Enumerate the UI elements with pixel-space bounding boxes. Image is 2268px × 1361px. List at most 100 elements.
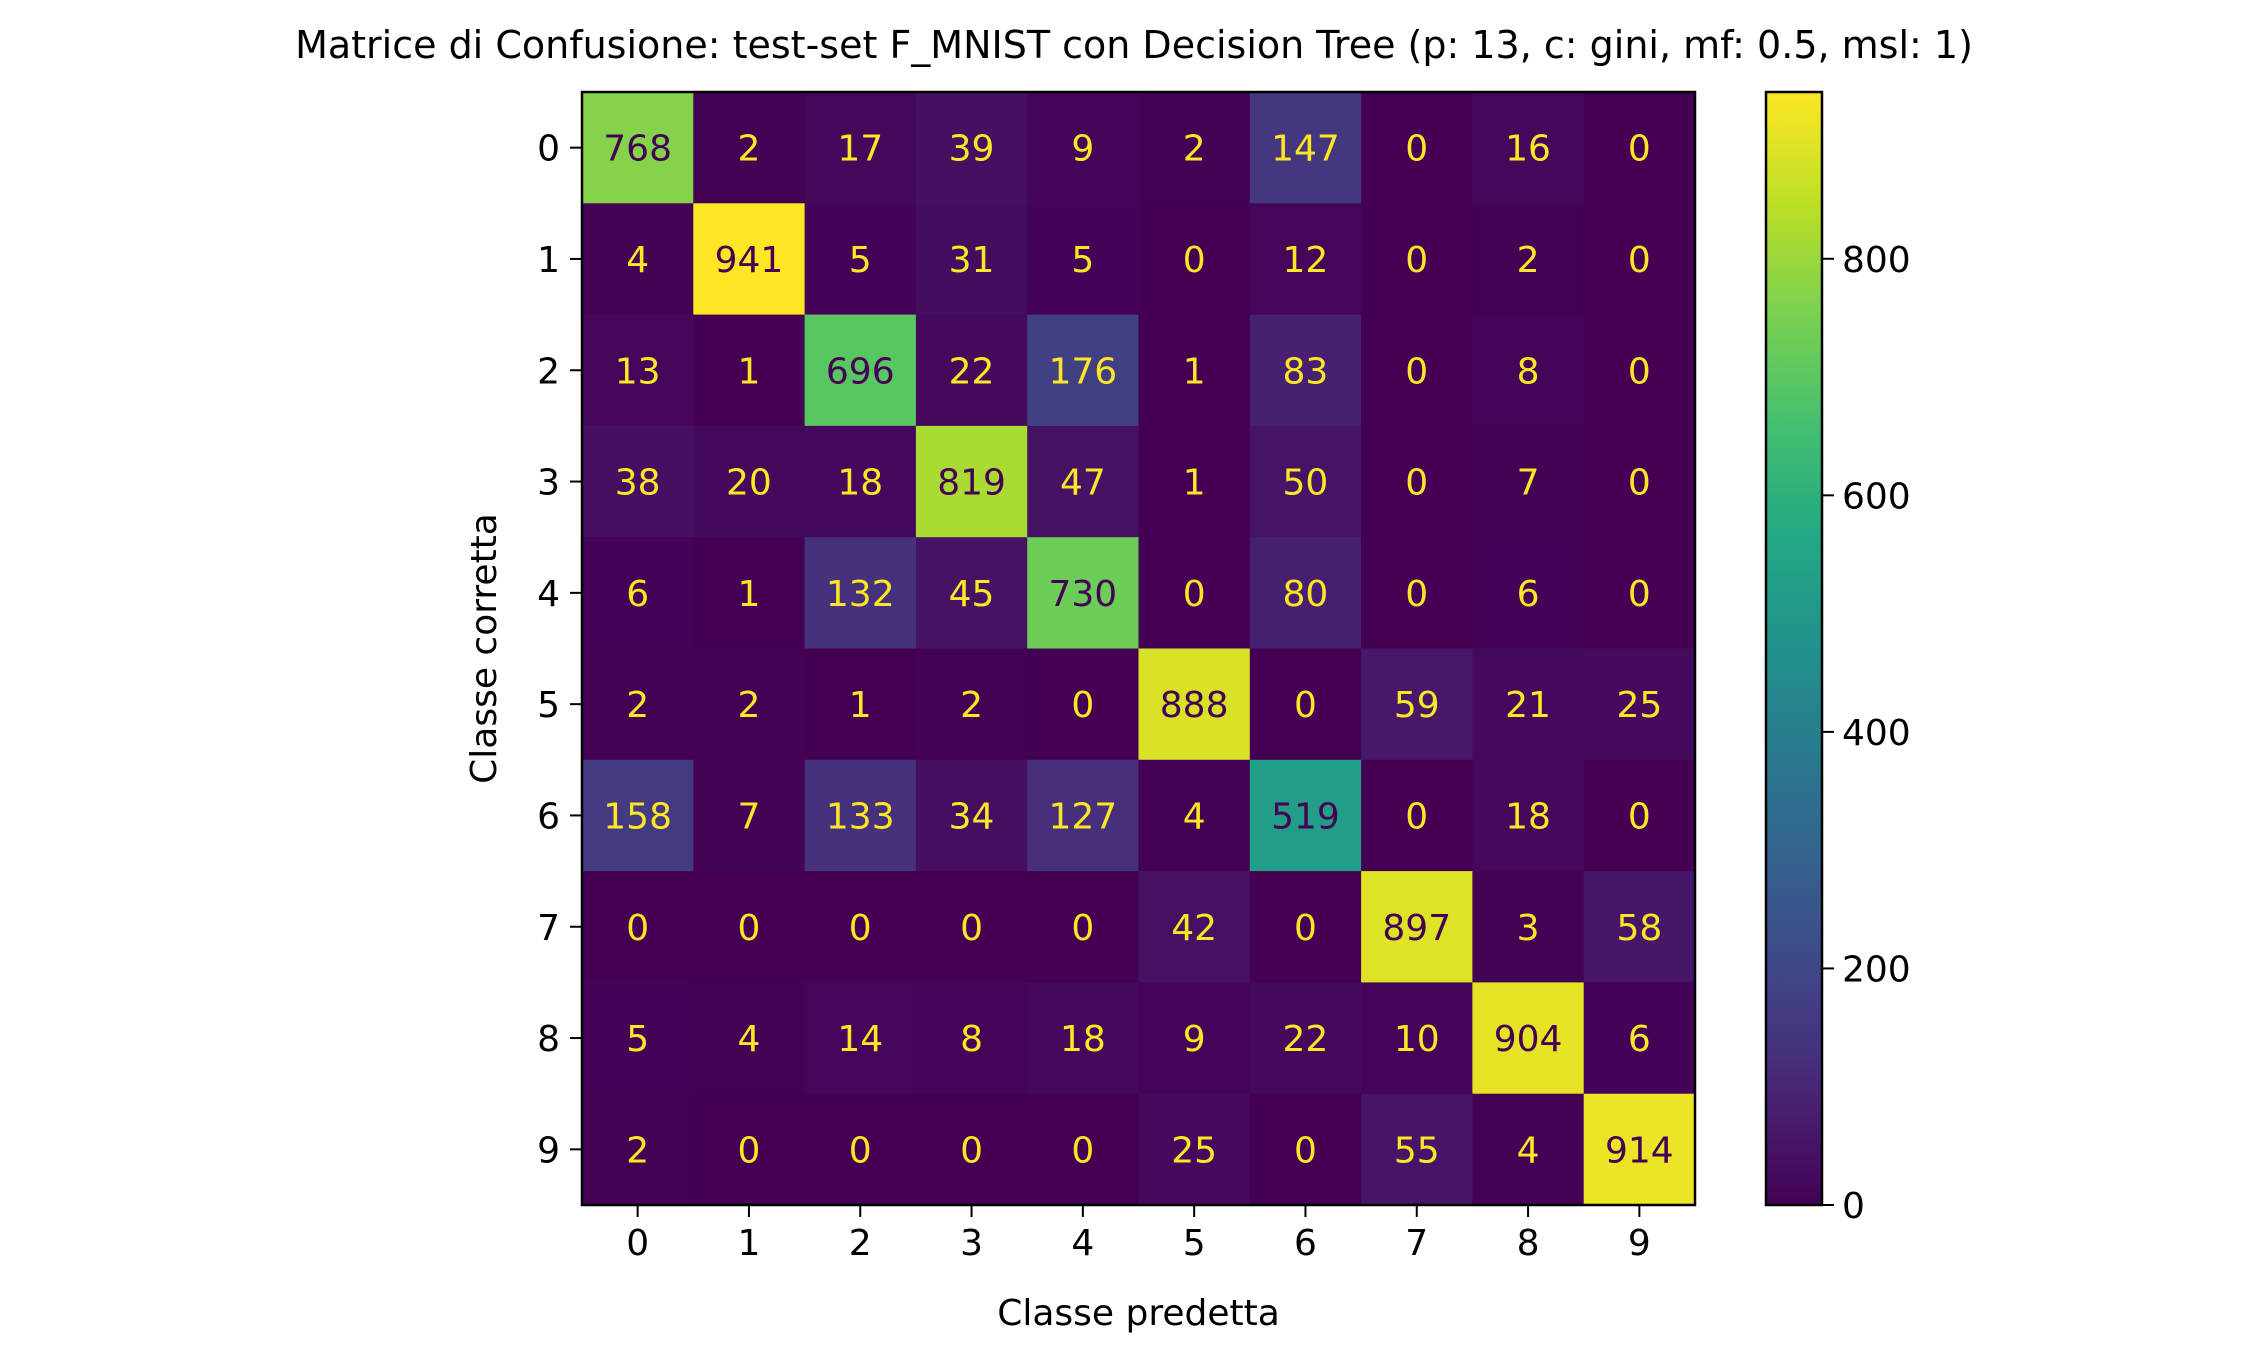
cell-value-label: 0: [1405, 463, 1428, 504]
heatmap-cell: [1472, 759, 1585, 872]
cell-value-label: 2: [737, 685, 760, 726]
cell-value-label: 0: [1628, 796, 1651, 837]
cell-value-label: 730: [1048, 574, 1117, 615]
x-tick-label: 8: [1517, 1223, 1540, 1264]
heatmap-cell: [1361, 1093, 1473, 1206]
cell-value-label: 58: [1616, 908, 1662, 949]
y-axis-label: Classe corretta: [464, 513, 505, 784]
heatmap-cell: [1472, 314, 1585, 427]
cell-value-label: 0: [960, 908, 983, 949]
heatmap-cell: [1027, 1093, 1140, 1206]
cell-value-label: 2: [626, 685, 649, 726]
cell-value-label: 0: [1183, 240, 1206, 281]
x-tick-label: 0: [626, 1223, 649, 1264]
heatmap-cell: [693, 314, 806, 427]
cell-value-label: 7: [737, 796, 760, 837]
heatmap-cell: [1583, 648, 1696, 761]
cell-value-label: 0: [1628, 351, 1651, 392]
heatmap-cell: [1249, 648, 1362, 761]
heatmap-cell: [1583, 537, 1696, 650]
cell-value-label: 0: [1628, 463, 1651, 504]
heatmap-cell: [582, 871, 694, 983]
heatmap-cell: [582, 203, 694, 316]
heatmap-cell: [1361, 203, 1473, 316]
heatmap-cell: [693, 537, 806, 650]
heatmap-cell: [693, 982, 806, 1095]
plot-frame: [580, 90, 1697, 1207]
heatmap-cell: [693, 92, 806, 204]
heatmap-cell: [1472, 425, 1585, 538]
cell-value-label: 14: [837, 1019, 883, 1060]
heatmap-cell: [693, 425, 806, 538]
cell-value-label: 2: [960, 685, 983, 726]
heatmap-cell: [804, 314, 917, 427]
heatmap-cell: [804, 537, 917, 650]
colorbar-tick-label: 800: [1842, 240, 1911, 281]
cell-value-label: 47: [1060, 463, 1106, 504]
heatmap-cell: [1138, 203, 1251, 316]
cell-value-label: 20: [726, 463, 772, 504]
heatmap-cell: [1249, 537, 1362, 650]
cell-value-label: 0: [1628, 240, 1651, 281]
cell-value-label: 83: [1283, 351, 1329, 392]
y-tick-label: 7: [537, 908, 560, 949]
heatmap-cell: [1583, 871, 1696, 983]
cell-value-label: 38: [615, 463, 661, 504]
heatmap-cell: [1361, 537, 1473, 650]
cell-value-label: 34: [949, 796, 995, 837]
x-tick-label: 4: [1071, 1223, 1094, 1264]
x-tick-label: 2: [849, 1223, 872, 1264]
cell-value-label: 127: [1048, 796, 1117, 837]
cell-value-label: 941: [715, 240, 784, 281]
cell-value-label: 6: [1517, 574, 1540, 615]
heatmap-cell: [915, 982, 1028, 1095]
heatmap-cell: [1361, 92, 1473, 204]
cell-value-label: 12: [1283, 240, 1329, 281]
heatmap-cell: [1472, 537, 1585, 650]
cell-value-label: 16: [1505, 129, 1551, 170]
cell-value-label: 7: [1517, 463, 1540, 504]
cell-value-label: 4: [626, 240, 649, 281]
heatmap-cell: [1361, 982, 1473, 1095]
y-tick-label: 3: [537, 463, 560, 504]
cell-value-label: 819: [937, 463, 1006, 504]
cell-value-label: 914: [1605, 1130, 1674, 1171]
heatmap-cell: [804, 92, 917, 204]
heatmap-cell: [1249, 871, 1362, 983]
cell-value-label: 0: [1071, 685, 1094, 726]
heatmap-cell: [1249, 203, 1362, 316]
cell-value-label: 0: [1405, 351, 1428, 392]
cell-value-label: 696: [826, 351, 895, 392]
heatmap-cell: [582, 648, 694, 761]
cell-value-label: 0: [626, 908, 649, 949]
cell-value-label: 6: [1628, 1019, 1651, 1060]
heatmap-cell: [1138, 759, 1251, 872]
cell-value-label: 9: [1183, 1019, 1206, 1060]
heatmap-cell: [1027, 648, 1140, 761]
cell-value-label: 18: [1505, 796, 1551, 837]
cell-value-label: 8: [1517, 351, 1540, 392]
heatmap-cell: [1472, 871, 1585, 983]
cell-value-label: 5: [626, 1019, 649, 1060]
heatmap-cell: [1583, 203, 1696, 316]
heatmap-cell: [582, 92, 694, 204]
y-tick-label: 4: [537, 574, 560, 615]
cell-value-label: 45: [949, 574, 995, 615]
heatmap-cell: [1249, 982, 1362, 1095]
cell-value-label: 55: [1394, 1130, 1440, 1171]
cell-value-label: 59: [1394, 685, 1440, 726]
heatmap-cell: [804, 871, 917, 983]
y-tick-label: 5: [537, 685, 560, 726]
cell-value-label: 22: [1283, 1019, 1329, 1060]
heatmap-cell: [582, 314, 694, 427]
colorbar-ticks: 0 200 400 600 800: [1822, 240, 1911, 1227]
cell-value-label: 0: [1294, 908, 1317, 949]
heatmap-cell: [1138, 1093, 1251, 1206]
heatmap-cell: [1138, 314, 1251, 427]
heatmap-cell: [1249, 759, 1362, 872]
heatmap-cell: [693, 871, 806, 983]
cell-value-label: 2: [1183, 129, 1206, 170]
cell-value-label: 0: [737, 908, 760, 949]
cell-value-label: 158: [603, 796, 672, 837]
heatmap-cell: [1027, 759, 1140, 872]
